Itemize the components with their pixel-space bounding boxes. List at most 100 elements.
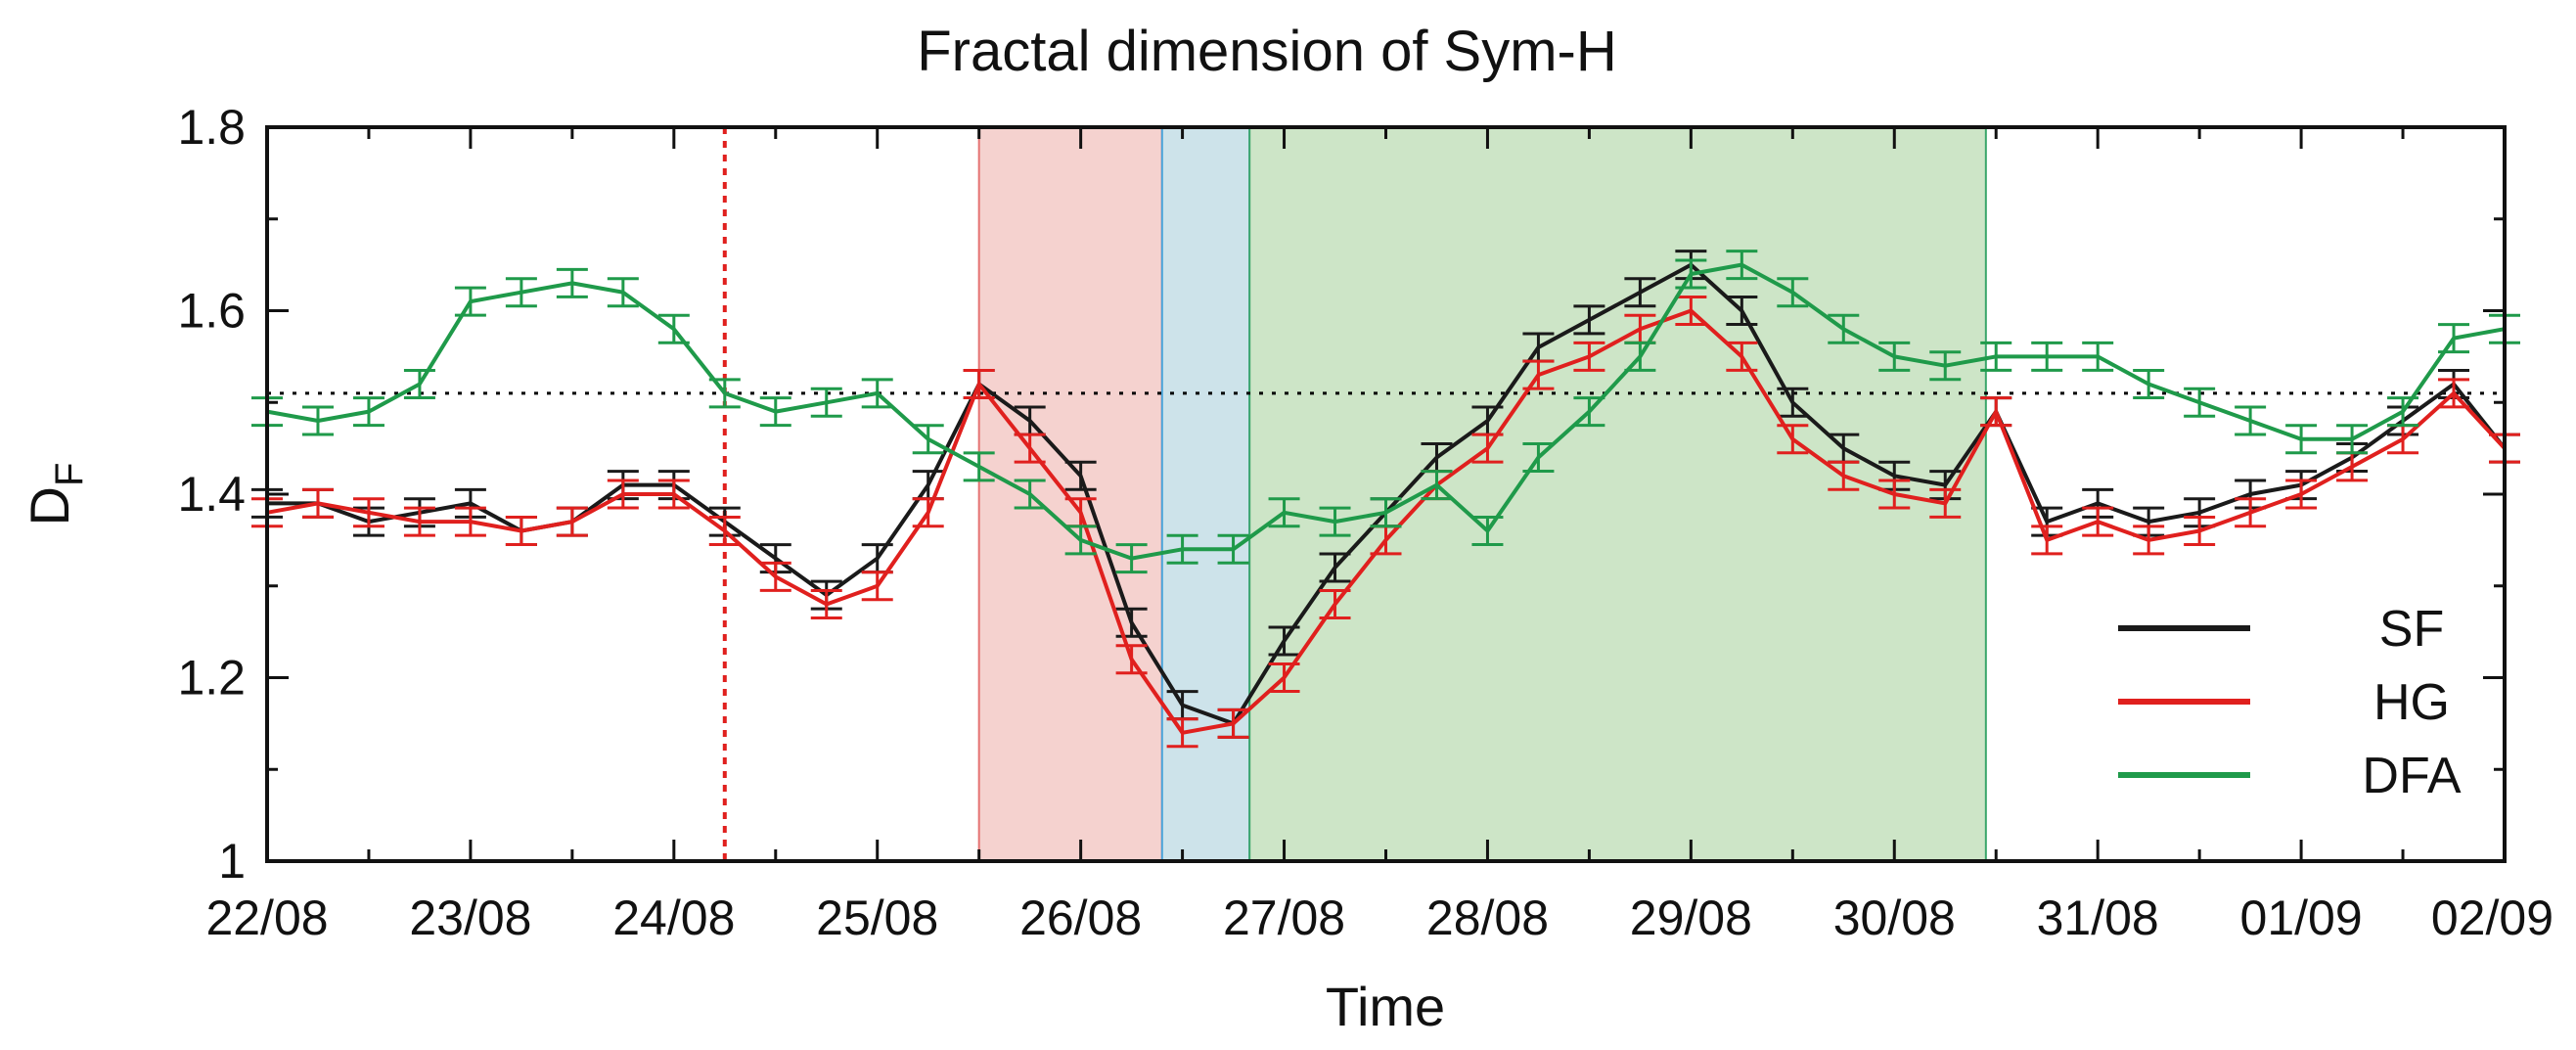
x-tick-label: 25/08 [816, 890, 938, 945]
data-point-dfa [861, 378, 893, 409]
data-point-hg [810, 589, 842, 619]
data-point-hg [2438, 378, 2470, 409]
data-point-hg [1319, 589, 1351, 619]
data-point-hg [1014, 433, 1046, 464]
data-point-dfa [556, 267, 588, 298]
data-point-dfa [912, 424, 944, 455]
data-point-dfa [1166, 533, 1198, 565]
legend-entry-sf: SF [2118, 601, 2444, 658]
data-point-dfa [1777, 277, 1809, 308]
data-point-dfa [2133, 369, 2165, 399]
y-axis-title-subscript: F [48, 463, 91, 486]
data-point-dfa [1268, 497, 1300, 528]
y-tick-label: 1.6 [177, 284, 246, 339]
x-tick-label: 22/08 [205, 890, 328, 945]
data-point-sf [1624, 277, 1656, 308]
svg-text:DF: DF [19, 463, 91, 526]
data-point-dfa [2031, 341, 2063, 372]
data-point-dfa [1014, 479, 1046, 510]
data-point-hg [1471, 433, 1504, 464]
data-point-hg [1573, 341, 1605, 372]
legend-entry-dfa: DFA [2118, 748, 2462, 804]
data-point-dfa [1319, 506, 1351, 537]
x-tick-label: 29/08 [1630, 890, 1752, 945]
data-point-dfa [1726, 250, 1758, 281]
data-point-dfa [1522, 442, 1555, 473]
data-point-dfa [1370, 497, 1402, 528]
y-tick-label: 1.8 [177, 100, 246, 155]
data-point-hg [403, 506, 435, 537]
data-point-hg [352, 497, 384, 528]
data-point-dfa [1878, 341, 1911, 372]
legend-label-dfa: DFA [2362, 748, 2461, 804]
data-point-hg [301, 487, 334, 519]
data-point-hg [2082, 506, 2114, 537]
data-point-hg [607, 479, 639, 510]
data-point-sf [1777, 387, 1809, 418]
data-point-hg [1522, 359, 1555, 390]
data-point-dfa [2336, 424, 2369, 455]
data-point-dfa [657, 313, 690, 344]
data-point-hg [1675, 296, 1707, 326]
data-point-hg [2133, 525, 2165, 556]
data-point-hg [912, 497, 944, 528]
data-point-hg [1268, 662, 1300, 693]
data-point-hg [759, 561, 791, 592]
x-tick-label: 23/08 [409, 890, 531, 945]
legend-label-sf: SF [2379, 601, 2444, 658]
data-point-dfa [403, 369, 435, 399]
shaded-region-2 [1160, 126, 1251, 862]
data-point-dfa [2184, 387, 2216, 418]
data-point-dfa [1675, 258, 1707, 290]
data-point-dfa [2438, 323, 2470, 354]
data-point-hg [2285, 479, 2318, 510]
chart-title: Fractal dimension of Sym-H [917, 20, 1617, 83]
data-point-hg [1828, 460, 1860, 491]
x-tick-label: 24/08 [612, 890, 735, 945]
data-point-hg [861, 571, 893, 602]
data-point-hg [1878, 479, 1911, 510]
shaded-region-3 [1248, 126, 1987, 862]
data-point-sf [1319, 552, 1351, 583]
data-point-hg [556, 506, 588, 537]
data-point-hg [2031, 525, 2063, 556]
y-tick-label: 1 [218, 834, 246, 889]
shaded-region-1 [977, 126, 1163, 862]
y-axis-title-main: D [19, 486, 80, 525]
data-point-dfa [759, 396, 791, 428]
data-point-dfa [1421, 470, 1453, 501]
data-point-hg [1777, 424, 1809, 455]
data-point-dfa [708, 378, 741, 409]
x-tick-label: 01/09 [2240, 890, 2363, 945]
legend: SF HG DFA [2118, 601, 2462, 804]
data-point-hg [963, 369, 995, 399]
data-point-hg [1929, 487, 1962, 519]
data-point-dfa [352, 396, 384, 428]
data-point-dfa [1828, 313, 1860, 344]
shaded-regions [977, 126, 1987, 862]
data-point-hg [1115, 644, 1148, 675]
data-point-dfa [1624, 341, 1656, 372]
data-point-hg [1726, 341, 1758, 372]
series-dfa [251, 250, 2520, 574]
data-point-sf [1115, 607, 1148, 638]
data-point-dfa [301, 405, 334, 436]
data-point-sf [1064, 460, 1097, 491]
x-tick-label: 31/08 [2037, 890, 2159, 945]
data-point-dfa [2387, 396, 2419, 428]
data-point-dfa [2285, 424, 2318, 455]
data-point-sf [1726, 296, 1758, 326]
data-point-dfa [1980, 341, 2012, 372]
data-point-sf [1573, 304, 1605, 336]
legend-entry-hg: HG [2118, 674, 2450, 731]
data-point-hg [1980, 396, 2012, 428]
data-point-dfa [607, 277, 639, 308]
data-point-dfa [810, 387, 842, 418]
x-tick-label: 28/08 [1426, 890, 1549, 945]
y-tick-label: 1.4 [177, 467, 246, 522]
x-tick-label: 26/08 [1019, 890, 1142, 945]
data-point-dfa [1217, 533, 1249, 565]
data-point-dfa [1064, 525, 1097, 556]
data-point-hg [2184, 516, 2216, 546]
